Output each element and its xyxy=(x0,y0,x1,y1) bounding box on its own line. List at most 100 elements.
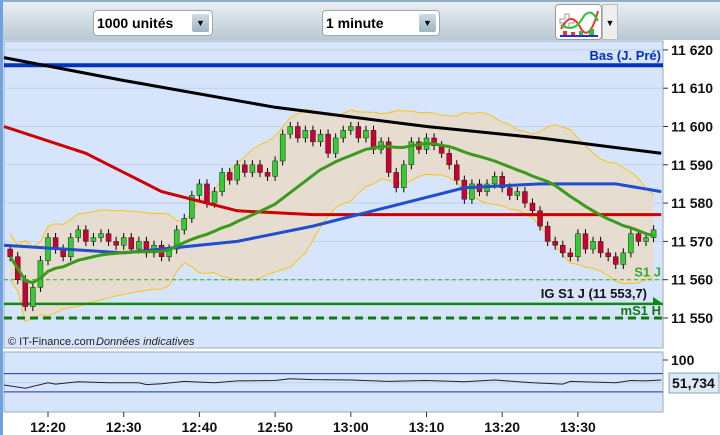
candle xyxy=(385,141,392,173)
x-tick-label: 12:50 xyxy=(257,419,293,435)
candle xyxy=(544,225,551,242)
y-tick-label: 11 570 xyxy=(671,233,713,249)
candle xyxy=(173,229,180,250)
candle xyxy=(211,191,218,204)
copyright: © IT-Finance.com xyxy=(8,336,95,348)
moving-average-line xyxy=(3,125,662,217)
candle xyxy=(605,252,611,257)
candle xyxy=(30,287,36,307)
candle xyxy=(332,137,339,154)
candle xyxy=(242,164,248,173)
candle xyxy=(189,195,195,219)
candle xyxy=(643,237,649,242)
interval-select[interactable]: 1 minute ▼ xyxy=(322,10,440,36)
oscillator-panel xyxy=(3,351,664,413)
level-label: S1 J xyxy=(634,265,661,280)
chart-indicators-icon[interactable] xyxy=(555,4,602,40)
candle xyxy=(196,183,203,196)
arrow-icon xyxy=(653,296,663,305)
x-tick-label: 13:00 xyxy=(333,419,369,435)
y-tick-label: 11 600 xyxy=(671,119,713,135)
quantity-select[interactable]: 1000 unités ▼ xyxy=(93,10,213,36)
oscillator-tick-label: 100 xyxy=(671,352,695,368)
candle xyxy=(287,126,293,135)
candle xyxy=(446,153,452,166)
candle xyxy=(128,237,135,250)
chevron-down-icon[interactable]: ▼ xyxy=(192,14,209,32)
candle xyxy=(234,164,240,181)
candle xyxy=(348,126,354,131)
candle xyxy=(408,141,415,166)
candle xyxy=(98,233,104,238)
x-tick-label: 13:20 xyxy=(484,419,520,435)
bollinger-band xyxy=(10,109,654,322)
candle xyxy=(431,137,437,146)
oscillator-line xyxy=(3,378,662,389)
chevron-down-icon[interactable]: ▼ xyxy=(602,4,618,40)
toolbar: 1000 unités ▼ 1 minute ▼ ▼ xyxy=(0,0,720,40)
y-tick-label: 11 610 xyxy=(671,80,713,96)
x-tick-label: 12:30 xyxy=(106,419,142,435)
candle xyxy=(136,241,142,250)
candle xyxy=(363,130,369,139)
quantity-value: 1000 unités xyxy=(97,15,174,31)
candle xyxy=(560,244,566,254)
candle xyxy=(469,183,475,200)
candle xyxy=(67,237,74,257)
candle xyxy=(257,164,263,173)
candle xyxy=(325,133,331,154)
candle xyxy=(537,210,543,227)
candle xyxy=(272,160,278,177)
moving-average-line xyxy=(3,182,662,255)
candle xyxy=(204,183,210,204)
candle xyxy=(310,130,316,143)
candle xyxy=(279,133,286,162)
x-tick-label: 13:30 xyxy=(560,419,596,435)
y-tick-label: 11 560 xyxy=(671,272,713,288)
level-label: mS1 H xyxy=(621,303,661,318)
y-tick-label: 11 580 xyxy=(671,195,713,211)
candle xyxy=(401,164,407,189)
y-tick-label: 11 620 xyxy=(671,42,713,58)
x-tick-label: 12:40 xyxy=(181,419,217,435)
moving-average-line xyxy=(3,56,662,155)
candle xyxy=(317,133,324,143)
candle xyxy=(249,164,256,173)
x-tick-label: 13:10 xyxy=(409,419,445,435)
x-tick-label: 12:20 xyxy=(30,419,66,435)
level-label: Bas (J. Pré) xyxy=(589,48,661,63)
interval-value: 1 minute xyxy=(326,15,384,31)
candle xyxy=(90,237,97,242)
candle xyxy=(507,187,513,196)
candle xyxy=(393,172,399,189)
chevron-down-icon[interactable]: ▼ xyxy=(419,14,436,32)
candle xyxy=(522,191,528,204)
disclaimer: Données indicatives xyxy=(96,336,195,348)
moving-average-green xyxy=(8,141,654,285)
candle xyxy=(181,218,188,231)
candle xyxy=(597,241,604,254)
candle xyxy=(620,252,627,265)
candle xyxy=(635,233,642,242)
level-label: IG S1 J (11 553,7) xyxy=(541,286,647,301)
candle xyxy=(37,260,44,288)
candle xyxy=(499,176,505,189)
candle xyxy=(105,233,112,242)
candle xyxy=(264,172,271,177)
candle xyxy=(340,130,346,139)
candle xyxy=(120,237,127,246)
candle xyxy=(582,233,589,250)
y-tick-label: 11 590 xyxy=(671,157,713,173)
last-value: 51,734 xyxy=(672,375,715,391)
window-edge xyxy=(0,0,3,435)
candle xyxy=(491,176,498,185)
candle xyxy=(575,233,581,257)
candle xyxy=(514,191,521,196)
candle xyxy=(590,241,596,250)
candle xyxy=(454,164,460,181)
candle xyxy=(113,241,119,246)
candle xyxy=(628,233,634,254)
y-tick-label: 11 550 xyxy=(671,310,713,326)
candle xyxy=(355,126,362,139)
